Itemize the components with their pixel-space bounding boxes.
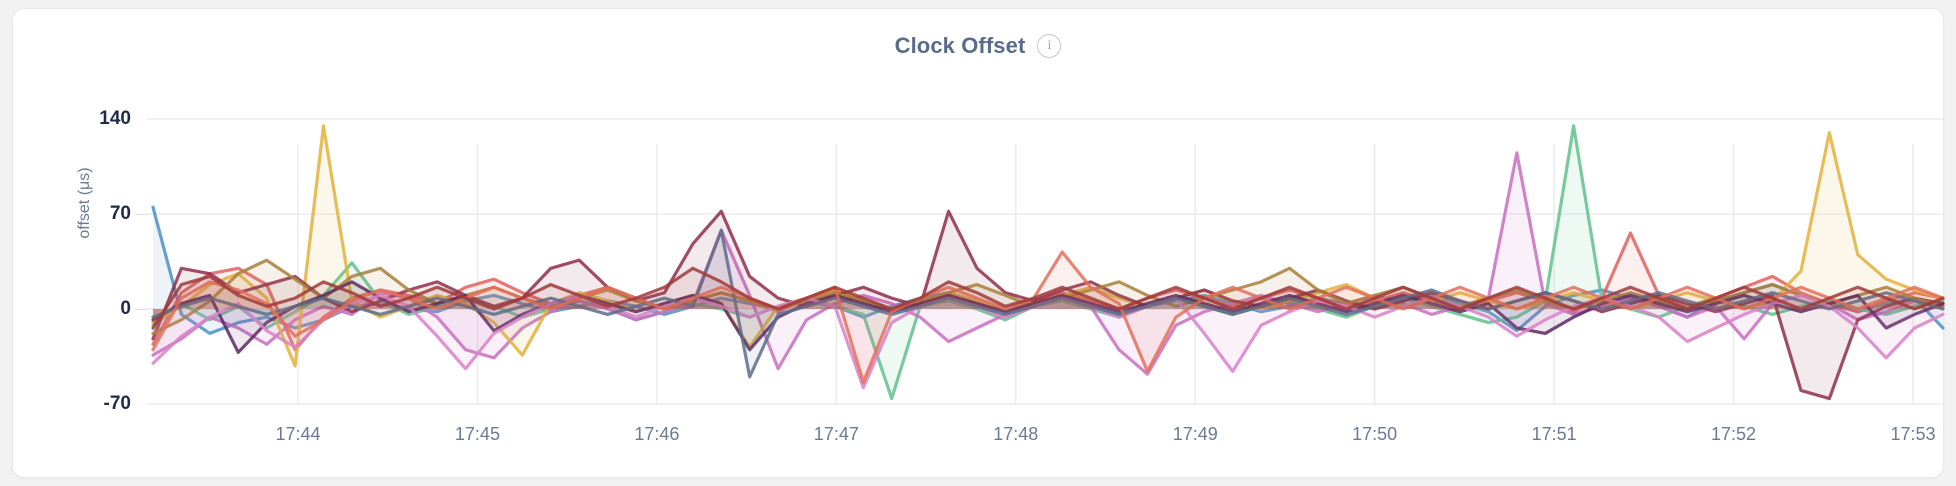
series-area — [153, 233, 1943, 350]
series-line[interactable] — [151, 124, 1945, 401]
x-axis-tick-label: 17:51 — [1531, 424, 1577, 444]
series-area — [153, 211, 1943, 399]
info-icon-glyph: i — [1047, 38, 1052, 53]
x-axis-tick-label: 17:50 — [1352, 424, 1398, 444]
series-area — [153, 295, 1943, 388]
x-axis-tick-label: 17:44 — [275, 424, 321, 444]
x-axis-tick-label: 17:52 — [1711, 424, 1757, 444]
series-line[interactable] — [151, 151, 1945, 376]
page-title: Clock Offset — [894, 33, 1026, 58]
x-axis-tick-label: 17:49 — [1172, 424, 1218, 444]
y-axis-tick-label: 0 — [120, 298, 131, 319]
x-axis-tick-label: 17:47 — [813, 424, 859, 444]
series-line[interactable] — [151, 250, 1945, 384]
series-area — [153, 268, 1943, 328]
line-chart-svg — [147, 118, 1945, 405]
y-axis-tick-mark — [135, 214, 147, 215]
series-line[interactable] — [151, 280, 1945, 355]
series-line[interactable] — [151, 266, 1945, 330]
y-axis-tick-mark — [135, 309, 147, 310]
series-area — [153, 152, 1943, 375]
x-axis-tick-label: 17:46 — [634, 424, 680, 444]
x-axis-tick-label: 17:53 — [1890, 424, 1936, 444]
y-axis-tick-label: 70 — [109, 203, 131, 224]
x-axis-tick-label: 17:45 — [454, 424, 500, 444]
series-area — [153, 281, 1943, 353]
series-area — [153, 125, 1943, 399]
chart-plot-area: offset (μs) 140 70 0 -70 17:44 17:45 17:46 17:… — [13, 9, 1945, 477]
info-circle-icon[interactable]: i — [1037, 34, 1062, 58]
y-axis-tick-label: -70 — [103, 393, 131, 414]
y-axis-tick-label: 140 — [99, 108, 131, 129]
clock-offset-card: Clock Offset i offset (μs) 140 70 0 -70 17:… — [12, 8, 1945, 478]
card-header: Clock Offset i — [13, 33, 1943, 59]
series-area — [153, 260, 1943, 334]
series-area — [153, 207, 1943, 334]
x-axis-tick-label: 17:48 — [993, 424, 1039, 444]
